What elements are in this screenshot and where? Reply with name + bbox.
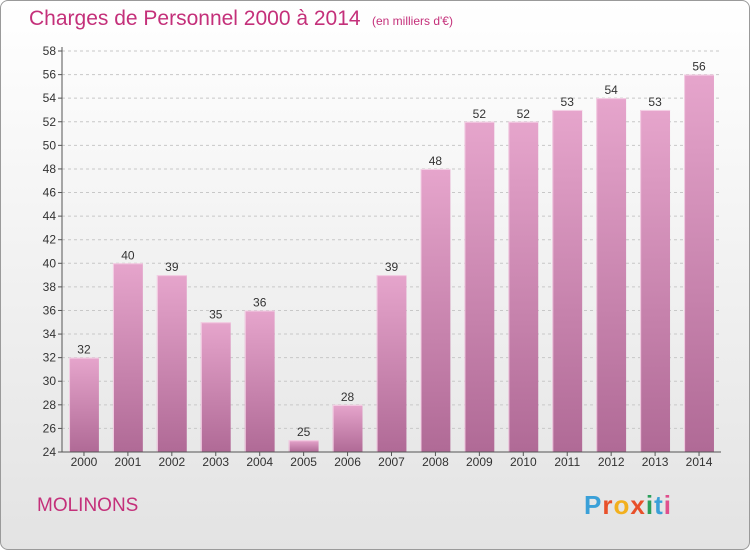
value-label: 52: [473, 107, 487, 121]
value-label: 53: [648, 95, 662, 109]
y-tick-label: 58: [43, 44, 57, 58]
y-tick-label: 42: [43, 233, 57, 247]
x-tick-label: 2003: [202, 455, 229, 469]
y-tick-label: 36: [43, 303, 57, 317]
value-label: 39: [385, 260, 399, 274]
logo-letter: i: [645, 490, 655, 520]
x-tick-label: 2014: [686, 455, 713, 469]
x-tick-label: 2012: [598, 455, 625, 469]
x-tick-label: 2002: [158, 455, 185, 469]
bar-2013: [640, 109, 671, 453]
bar-2007: [376, 275, 407, 452]
bar-2011: [552, 109, 583, 453]
bar-2005: [288, 440, 319, 452]
value-label: 32: [77, 343, 91, 357]
value-label: 35: [209, 307, 223, 321]
value-label: 54: [604, 83, 618, 97]
logo-letter: i: [663, 490, 672, 520]
x-tick-label: 2007: [378, 455, 405, 469]
x-tick-label: 2013: [642, 455, 669, 469]
y-tick-label: 38: [43, 280, 57, 294]
bar-2004: [244, 310, 275, 452]
chart-title: Charges de Personnel 2000 à 2014: [29, 7, 361, 30]
bar-2008: [420, 168, 451, 453]
chart-subtitle: (en milliers d'€): [372, 14, 453, 28]
bar-2001: [112, 263, 143, 452]
y-tick-label: 56: [43, 68, 57, 82]
value-label: 28: [341, 390, 355, 404]
x-tick-label: 2008: [422, 455, 449, 469]
bar-2014: [684, 74, 714, 453]
bar-2002: [156, 275, 187, 452]
x-tick-label: 2004: [246, 455, 273, 469]
x-tick-label: 2006: [334, 455, 361, 469]
value-label: 25: [297, 425, 311, 439]
x-tick-label: 2010: [510, 455, 537, 469]
value-label: 48: [429, 154, 443, 168]
value-label: 56: [692, 60, 706, 74]
bar-2006: [332, 404, 363, 452]
bars: [69, 74, 714, 453]
logo-letter: t: [654, 490, 664, 520]
y-tick-label: 24: [43, 445, 57, 459]
y-tick-label: 26: [43, 421, 57, 435]
logo-letter: x: [630, 490, 646, 520]
value-label: 40: [121, 248, 135, 262]
y-tick-label: 34: [43, 327, 57, 341]
axes: [58, 47, 721, 456]
proxiti-logo: Proxiti: [584, 490, 672, 521]
y-tick-label: 50: [43, 138, 57, 152]
x-tick-label: 2001: [115, 455, 142, 469]
y-tick-label: 28: [43, 398, 57, 412]
x-tick-label: 2005: [290, 455, 317, 469]
logo-letter: r: [602, 490, 614, 520]
x-tick-label: 2011: [554, 455, 580, 469]
y-tick-label: 52: [43, 115, 57, 129]
commune-name: MOLINONS: [37, 495, 139, 516]
value-label: 36: [253, 295, 267, 309]
logo-letter: P: [584, 490, 603, 520]
bar-2003: [200, 322, 231, 452]
labels: 24 26 28 30 32 34 36 38 40 42 44 46 48 50 52 54 56 58 32 20…: [43, 44, 713, 469]
bar-2012: [596, 98, 627, 453]
x-tick-label: 2000: [71, 455, 98, 469]
logo-letter: o: [613, 490, 631, 520]
bar-2010: [508, 121, 539, 452]
y-tick-label: 54: [43, 91, 57, 105]
value-label: 53: [561, 95, 575, 109]
y-tick-label: 40: [43, 256, 57, 270]
value-label: 39: [165, 260, 179, 274]
y-tick-label: 48: [43, 162, 57, 176]
y-tick-label: 30: [43, 374, 57, 388]
y-tick-label: 44: [43, 209, 57, 223]
y-tick-label: 32: [43, 351, 57, 365]
value-label: 52: [517, 107, 531, 121]
y-tick-label: 46: [43, 186, 57, 200]
x-tick-label: 2009: [466, 455, 493, 469]
bar-2000: [69, 357, 99, 452]
bar-2009: [464, 121, 495, 452]
